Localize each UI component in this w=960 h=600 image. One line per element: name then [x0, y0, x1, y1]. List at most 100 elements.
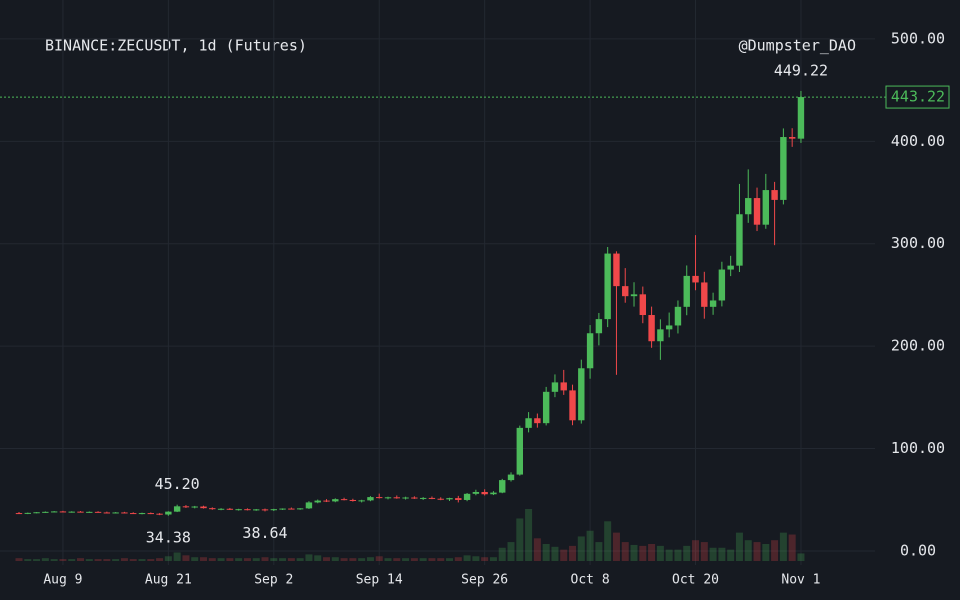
x-tick-label: Sep 2 [254, 573, 293, 588]
volume-bar [762, 543, 770, 561]
volume-bar [358, 558, 366, 561]
candle-body [455, 498, 462, 500]
candle-body [709, 300, 717, 307]
candle-body [244, 509, 251, 511]
chart-title: BINANCE:ZECUSDT, 1d (Futures) [45, 37, 307, 55]
candle-body [797, 97, 805, 139]
volume-bar [718, 547, 726, 561]
volume-bar [120, 558, 128, 561]
volume-bar [375, 556, 383, 561]
volume-bar [366, 557, 374, 561]
candle-body [622, 286, 629, 297]
watermark: @Dumpster_DAO [739, 37, 856, 55]
volume-bar [727, 549, 735, 561]
volume-bar [630, 544, 638, 561]
volume-bar [639, 545, 647, 561]
volume-bar [489, 557, 497, 561]
y-tick-label: 400.00 [891, 132, 945, 150]
candle-body [173, 506, 181, 512]
volume-bar [305, 554, 313, 561]
volume-bar [771, 540, 779, 561]
y-tick-label: 100.00 [891, 439, 945, 457]
candle-body [657, 329, 664, 342]
candle-body [77, 511, 84, 513]
candle-body [217, 508, 225, 510]
volume-bar [779, 532, 787, 561]
volume-bar [419, 558, 427, 561]
candle-body [261, 509, 269, 511]
candle-body [121, 512, 128, 514]
candle-body [428, 497, 436, 499]
candle-body [411, 497, 418, 499]
volume-bar [314, 555, 322, 561]
candle-body [701, 282, 708, 307]
volume-bar [542, 543, 550, 561]
volume-bar [41, 558, 49, 561]
candle-body [130, 513, 137, 515]
candle-body [165, 511, 172, 515]
candle-body [613, 253, 620, 287]
candle-body [68, 511, 75, 513]
candle-body [296, 508, 304, 510]
x-tick-label: Oct 8 [571, 573, 610, 588]
candle-body [569, 390, 576, 421]
candle-body [42, 511, 49, 513]
volume-bar [33, 559, 41, 561]
y-tick-label: 200.00 [891, 337, 945, 355]
candle-body [358, 500, 365, 502]
candle-body [604, 253, 611, 320]
volume-bar [437, 558, 445, 561]
volume-bar [525, 509, 533, 561]
volume-bar [68, 559, 76, 561]
candle-body [138, 513, 146, 515]
volume-bar [586, 530, 594, 561]
candle-body [771, 190, 778, 200]
candle-body [270, 509, 277, 511]
candle-body [595, 319, 603, 334]
volume-bar [656, 545, 664, 561]
candle-body [332, 499, 339, 502]
last-price-label: 443.22 [891, 88, 945, 106]
candle-body [86, 511, 93, 513]
candle-body [147, 513, 154, 515]
volume-bar [498, 547, 506, 561]
candle-body [156, 513, 163, 515]
volume-bar [481, 557, 489, 561]
candle-body [226, 508, 234, 510]
x-tick-label: Nov 1 [781, 573, 820, 588]
volume-bar [156, 558, 164, 561]
candle-body [59, 511, 67, 513]
candle-body [674, 306, 682, 326]
candle-body [402, 497, 409, 499]
volume-bar [454, 557, 462, 561]
candle-body [15, 513, 23, 515]
candle-body [542, 391, 550, 424]
volume-bar [472, 556, 480, 561]
volume-bar [287, 558, 295, 561]
volume-bar [24, 559, 32, 561]
volume-bar [551, 546, 559, 561]
volume-bar [788, 534, 796, 561]
candle-body [24, 512, 31, 514]
candle-body [560, 382, 567, 391]
candle-body [630, 294, 638, 297]
candle-body [50, 511, 58, 513]
candle-body [578, 368, 585, 421]
volume-bar [384, 558, 392, 561]
candle-body [472, 491, 480, 494]
volume-bar [94, 559, 102, 561]
volume-bar [59, 559, 67, 561]
volume-bar [446, 558, 454, 561]
candle-body [349, 499, 357, 501]
volume-bar [164, 556, 172, 561]
volume-bar [516, 518, 524, 561]
volume-bar [191, 557, 199, 561]
candle-body [516, 427, 524, 475]
candle-body [780, 137, 787, 200]
candle-body [367, 497, 374, 501]
x-tick-label: Oct 20 [672, 573, 719, 588]
volume-bar [604, 521, 612, 561]
candle-body [384, 497, 392, 499]
volume-bar [410, 558, 418, 561]
